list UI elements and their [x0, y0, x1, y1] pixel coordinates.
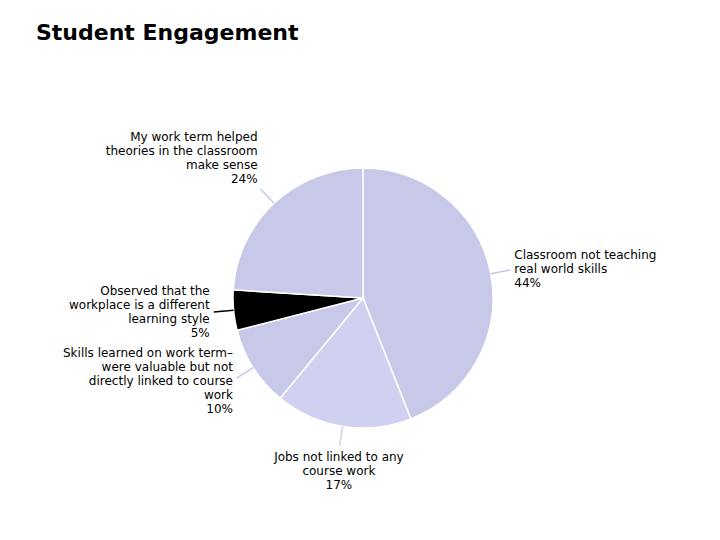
svg-text:Jobs not linked to anycourse w: Jobs not linked to anycourse work17% [273, 450, 404, 492]
svg-text:Observed that theworkplace is: Observed that theworkplace is a differen… [69, 284, 210, 340]
html-text:Student Engagement: Student Engagement [36, 20, 299, 45]
svg-text:Classroom not teachingreal wor: Classroom not teachingreal world skills4… [514, 248, 656, 290]
svg-text:Skills learned on work term–we: Skills learned on work term–were valuabl… [63, 346, 233, 416]
svg-text:My work term helpedtheories in: My work term helpedtheories in the class… [106, 130, 258, 186]
